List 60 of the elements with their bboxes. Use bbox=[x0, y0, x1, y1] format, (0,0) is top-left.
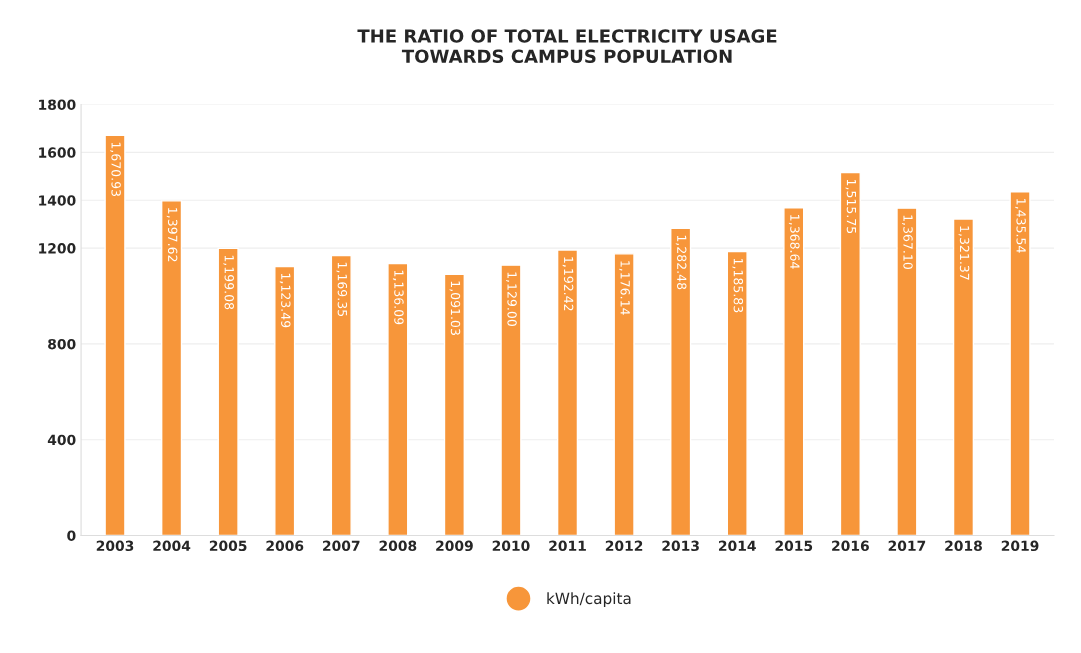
bar bbox=[896, 207, 918, 536]
data-label: 1,435.54 bbox=[1015, 199, 1026, 253]
bar bbox=[217, 247, 239, 536]
bar bbox=[613, 253, 635, 536]
bar bbox=[783, 207, 805, 536]
y-tick-label: 1600 bbox=[39, 147, 76, 158]
data-label: 1,321.37 bbox=[958, 226, 970, 280]
x-tick-label: 2013 bbox=[662, 540, 699, 552]
data-label: 1,282.48 bbox=[675, 235, 687, 290]
data-label: 1,176.14 bbox=[619, 261, 630, 315]
bar bbox=[104, 134, 126, 536]
data-label: 1,199.08 bbox=[223, 255, 234, 310]
bar bbox=[500, 264, 522, 536]
data-label: 1,185.83 bbox=[732, 258, 744, 313]
x-tick-label: 2006 bbox=[266, 540, 304, 552]
data-label: 1,123.49 bbox=[279, 273, 291, 328]
bar bbox=[952, 218, 975, 536]
data-label: 1,367.10 bbox=[902, 215, 913, 269]
data-label: 1,397.62 bbox=[166, 208, 178, 262]
data-label: 1,129.00 bbox=[506, 272, 517, 326]
bar bbox=[839, 171, 861, 536]
x-tick-label: 2016 bbox=[832, 540, 869, 552]
bar bbox=[670, 227, 692, 536]
x-tick-label: 2010 bbox=[492, 540, 530, 552]
bar bbox=[387, 262, 409, 536]
data-label: 1,192.42 bbox=[562, 257, 574, 311]
x-tick-label: 2011 bbox=[549, 540, 586, 552]
x-tick-label: 2004 bbox=[153, 540, 191, 552]
bar bbox=[443, 273, 465, 536]
y-tick-label: 800 bbox=[48, 338, 76, 350]
data-label: 1,169.35 bbox=[336, 262, 348, 317]
x-tick-label: 2003 bbox=[96, 540, 134, 552]
bar bbox=[160, 200, 183, 536]
x-tick-label: 2019 bbox=[1001, 540, 1039, 552]
chart-title: THE RATIO OF TOTAL ELECTRICITY USAGE TOWARDS CAMPUS POPULATION bbox=[357, 29, 777, 64]
data-label: 1,670.93 bbox=[110, 142, 121, 197]
data-label: 1,368.64 bbox=[788, 215, 800, 269]
bar bbox=[1009, 191, 1031, 536]
x-tick-label: 2008 bbox=[379, 540, 417, 552]
x-tick-label: 2009 bbox=[436, 540, 473, 552]
x-tick-label: 2012 bbox=[605, 540, 643, 552]
data-label: 1,091.03 bbox=[449, 281, 461, 335]
y-tick-label: 400 bbox=[47, 434, 76, 446]
x-tick-label: 2018 bbox=[945, 540, 982, 552]
x-tick-label: 2015 bbox=[775, 540, 813, 552]
bar bbox=[556, 249, 579, 536]
bar bbox=[726, 250, 748, 536]
x-tick-label: 2005 bbox=[209, 540, 247, 552]
bar bbox=[274, 265, 296, 536]
data-label: 1,136.09 bbox=[392, 270, 404, 325]
x-tick-label: 2007 bbox=[323, 540, 360, 552]
y-tick-label: 0 bbox=[67, 530, 76, 541]
y-tick-label: 1400 bbox=[39, 195, 76, 206]
data-label: 1,515.75 bbox=[845, 179, 857, 234]
x-tick-label: 2014 bbox=[718, 540, 756, 552]
y-tick-label: 1200 bbox=[39, 243, 76, 254]
y-tick-label: 1800 bbox=[39, 99, 76, 110]
bar bbox=[330, 254, 352, 536]
x-tick-label: 2017 bbox=[888, 540, 926, 552]
legend-label: kWh/capita bbox=[547, 592, 631, 608]
